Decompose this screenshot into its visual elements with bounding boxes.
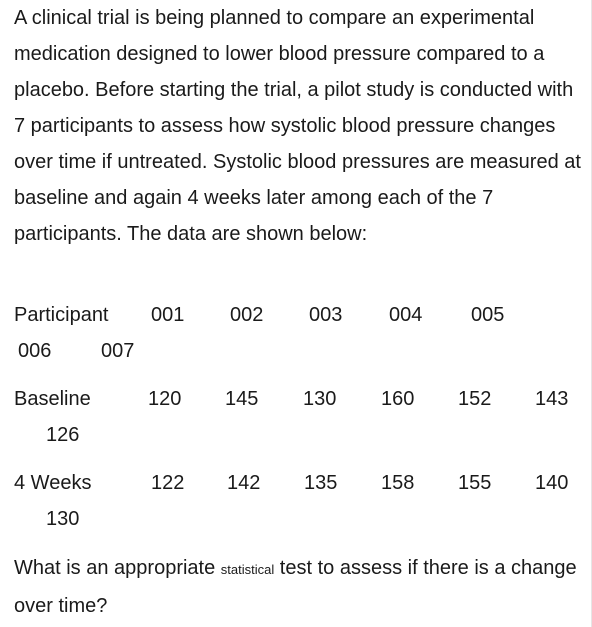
baseline-value: 126 — [46, 424, 80, 446]
baseline-label: Baseline — [14, 388, 91, 410]
participant-id: 007 — [101, 340, 135, 362]
weeks4-value: 140 — [535, 472, 569, 494]
weeks4-label: 4 Weeks — [14, 472, 92, 494]
participant-id: 004 — [389, 304, 423, 326]
participant-label: Participant — [14, 304, 109, 326]
weeks4-value: 155 — [458, 472, 492, 494]
question-text-part2: test to assess if there is a change over… — [14, 557, 577, 617]
baseline-value: 143 — [535, 388, 569, 410]
weeks4-value: 130 — [46, 508, 80, 530]
question-paragraph: What is an appropriate statistical test … — [14, 550, 584, 624]
weeks4-value: 122 — [151, 472, 185, 494]
question-text-part1: What is an appropriate — [14, 557, 221, 579]
baseline-value: 130 — [303, 388, 337, 410]
weeks4-value: 142 — [227, 472, 261, 494]
participant-id: 006 — [18, 340, 52, 362]
baseline-value: 145 — [225, 388, 259, 410]
intro-paragraph: A clinical trial is being planned to com… — [14, 7, 581, 245]
baseline-value: 152 — [458, 388, 492, 410]
baseline-value: 120 — [148, 388, 182, 410]
participant-id: 002 — [230, 304, 264, 326]
question-small-word: statistical — [220, 562, 275, 577]
weeks4-value: 135 — [304, 472, 338, 494]
weeks4-value: 158 — [381, 472, 415, 494]
baseline-value: 160 — [381, 388, 415, 410]
participant-id: 005 — [471, 304, 505, 326]
participant-id: 001 — [151, 304, 185, 326]
participant-id: 003 — [309, 304, 343, 326]
